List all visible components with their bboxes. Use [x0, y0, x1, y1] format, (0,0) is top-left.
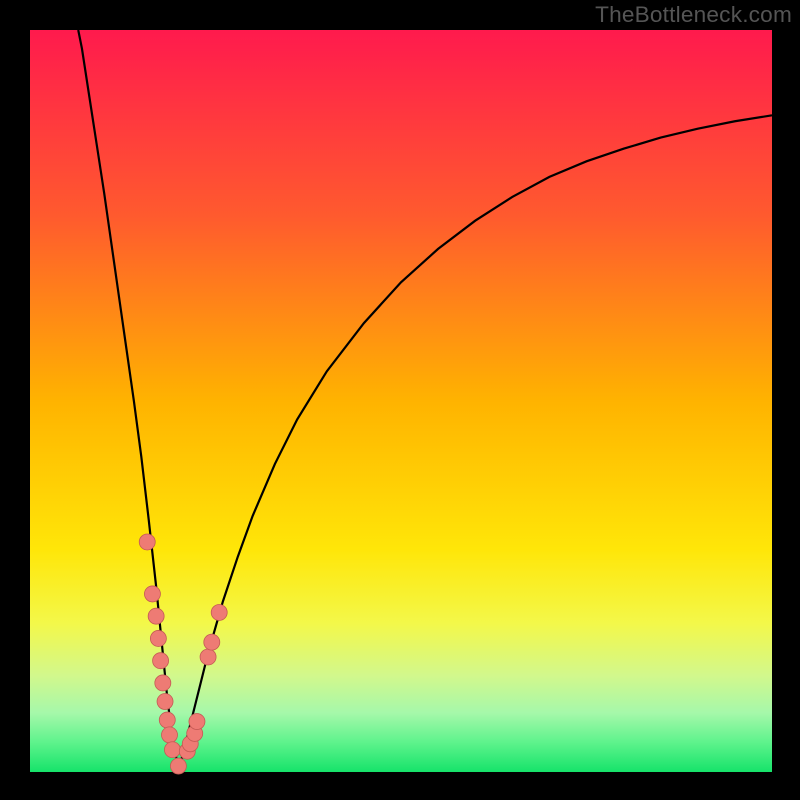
data-point-marker: [153, 653, 169, 669]
data-point-marker: [144, 586, 160, 602]
data-point-marker: [139, 534, 155, 550]
data-point-marker: [159, 712, 175, 728]
data-point-marker: [170, 758, 186, 774]
data-point-marker: [189, 714, 205, 730]
data-point-marker: [148, 608, 164, 624]
data-point-marker: [200, 649, 216, 665]
data-point-marker: [164, 742, 180, 758]
data-point-marker: [162, 727, 178, 743]
data-point-marker: [204, 634, 220, 650]
data-point-marker: [157, 694, 173, 710]
data-point-marker: [211, 604, 227, 620]
chart-frame: TheBottleneck.com: [0, 0, 800, 800]
bottleneck-curve-chart: [0, 0, 800, 800]
curve-right-branch: [178, 115, 772, 768]
data-point-marker: [150, 630, 166, 646]
data-point-marker: [155, 675, 171, 691]
data-point-markers: [139, 534, 227, 774]
